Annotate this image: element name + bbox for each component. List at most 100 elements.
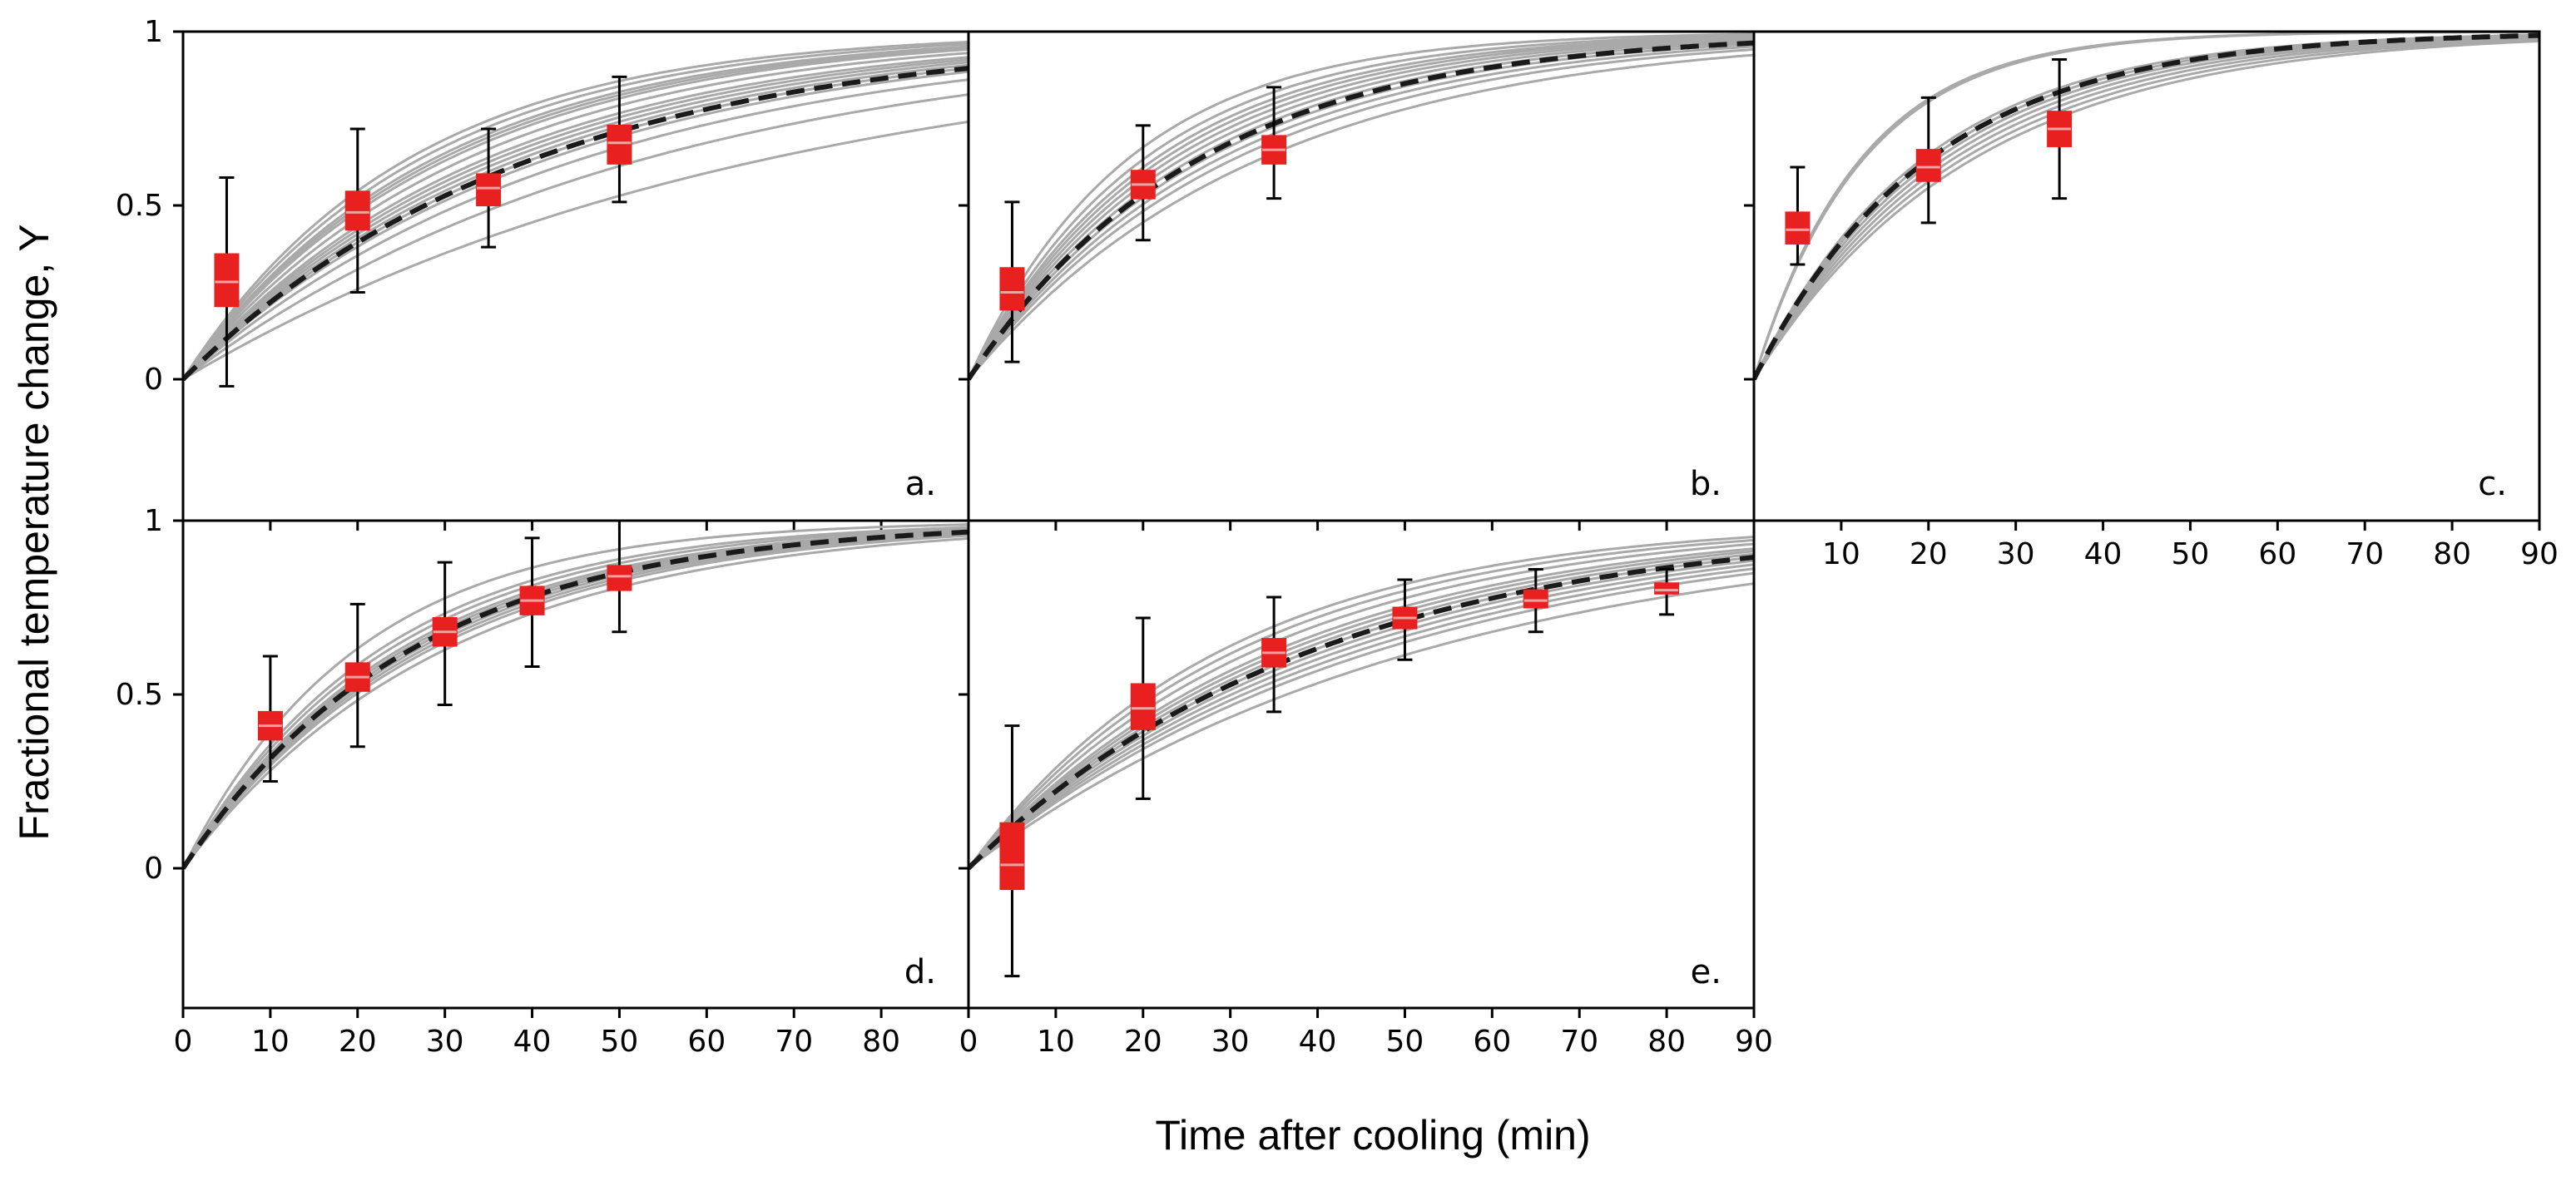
individual-fit-line xyxy=(968,53,1754,380)
individual-fit-line xyxy=(968,45,1754,380)
box-iqr xyxy=(214,253,240,308)
box-iqr xyxy=(999,267,1025,311)
mean-fit-line xyxy=(1754,32,2539,381)
y-tick-label: 0 xyxy=(144,363,163,397)
individual-fit-line xyxy=(968,38,1754,380)
panel-frame xyxy=(967,30,1756,522)
individual-fit-line xyxy=(968,542,1754,869)
x-tick-label: 80 xyxy=(1647,1025,1686,1059)
x-tick-label: 10 xyxy=(1037,1025,1075,1059)
panel-label: b. xyxy=(1690,465,1721,503)
box-iqr xyxy=(607,565,632,591)
x-tick-label: 0 xyxy=(959,1025,978,1059)
x-tick-label: 30 xyxy=(1997,537,2035,571)
x-tick-label: 50 xyxy=(601,1025,639,1059)
box-iqr xyxy=(476,173,502,207)
individual-fit-line xyxy=(183,56,968,380)
x-tick-label: 20 xyxy=(1124,1025,1162,1059)
x-axis-title: Time after cooling (min) xyxy=(1155,1112,1590,1159)
individual-fit-line xyxy=(968,552,1754,870)
y-tick-label: 1 xyxy=(144,504,163,538)
panel-b: b. xyxy=(959,30,1756,531)
x-tick-label: 50 xyxy=(1386,1025,1424,1059)
x-tick-label: 40 xyxy=(513,1025,552,1059)
individual-fit-line xyxy=(183,120,968,381)
individual-fit-line xyxy=(183,47,968,380)
panel-e: 0 10 20 30 40 50 60 70 80 90 e. xyxy=(959,519,1773,1059)
individual-fit-line xyxy=(183,527,968,869)
panel-a: 0 0.5 1 a. xyxy=(116,15,970,531)
individual-fit-line xyxy=(183,536,968,869)
box-iqr xyxy=(344,190,370,231)
individual-fit-line xyxy=(1754,35,2539,380)
x-tick-label: 30 xyxy=(1211,1025,1250,1059)
individual-fit-line xyxy=(183,61,968,381)
panel-label: a. xyxy=(905,465,936,503)
box-iqr xyxy=(1785,211,1811,245)
individual-fit-line xyxy=(183,532,968,869)
x-tick-label: 40 xyxy=(2084,537,2123,571)
box-iqr xyxy=(1654,582,1680,595)
y-tick-label: 1 xyxy=(144,15,163,49)
individual-fit-line xyxy=(968,567,1754,870)
individual-fit-line xyxy=(968,582,1754,870)
box-iqr xyxy=(607,124,632,165)
individual-fit-line xyxy=(968,547,1754,870)
box-iqr xyxy=(999,822,1025,891)
mean-fit-line xyxy=(968,555,1754,871)
individual-fit-line xyxy=(183,58,968,381)
mean-fit-line xyxy=(183,529,968,870)
x-tick-label: 70 xyxy=(1560,1025,1598,1059)
panel-label: e. xyxy=(1691,953,1721,991)
mean-fit-line xyxy=(968,40,1754,381)
x-tick-label: 70 xyxy=(2346,537,2384,571)
panel-label: d. xyxy=(904,953,936,991)
panel-label: c. xyxy=(2478,465,2507,503)
individual-fit-line xyxy=(183,41,968,380)
x-tick-label: 70 xyxy=(775,1025,813,1059)
individual-fit-line xyxy=(183,70,968,381)
x-tick-label: 80 xyxy=(862,1025,900,1059)
individual-fit-line xyxy=(968,539,1754,869)
individual-fit-line xyxy=(183,52,968,380)
individual-fit-line xyxy=(183,47,968,380)
individual-fit-line xyxy=(968,34,1754,380)
box-iqr xyxy=(1915,149,1941,182)
y-tick-label: 0 xyxy=(144,852,163,886)
x-tick-label: 50 xyxy=(2172,537,2210,571)
x-tick-label: 40 xyxy=(1299,1025,1337,1059)
box-iqr xyxy=(1130,683,1156,730)
x-tick-label: 60 xyxy=(1473,1025,1511,1059)
y-tick-label: 0.5 xyxy=(116,189,163,223)
panel-frame xyxy=(967,519,1756,1010)
x-tick-label: 80 xyxy=(2433,537,2471,571)
individual-fit-line xyxy=(1754,39,2539,380)
y-axis-title: Fractional temperature change, Y xyxy=(11,224,57,840)
x-tick-label: 90 xyxy=(2520,537,2559,571)
panel-c: 10 20 30 40 50 60 70 80 90 c. xyxy=(1744,30,2559,571)
individual-fit-line xyxy=(968,35,1754,380)
x-tick-label: 90 xyxy=(1735,1025,1773,1059)
individual-fit-line xyxy=(183,78,968,381)
mean-fit-line xyxy=(183,66,968,382)
panels-group: 00.51a. b.10 20 30 40 50 60 70 80 90c.00.510 10 20 3… xyxy=(116,15,2559,1059)
plot-area xyxy=(183,41,968,388)
individual-fit-line xyxy=(183,67,968,381)
x-tick-label: 20 xyxy=(339,1025,377,1059)
individual-fit-line xyxy=(968,571,1754,870)
x-tick-label: 60 xyxy=(687,1025,726,1059)
individual-fit-line xyxy=(183,42,968,380)
individual-fit-line xyxy=(183,528,968,869)
x-tick-label: 0 xyxy=(174,1025,193,1059)
x-tick-label: 10 xyxy=(251,1025,290,1059)
x-tick-label: 20 xyxy=(1910,537,1948,571)
panel-d: 00.510 10 20 30 40 50 60 70 80d. xyxy=(116,504,970,1059)
plot-area xyxy=(968,536,1754,978)
plot-area xyxy=(183,521,968,870)
individual-fit-line xyxy=(183,526,968,869)
individual-fit-line xyxy=(183,45,968,380)
individual-fit-line xyxy=(1754,37,2539,380)
x-tick-label: 30 xyxy=(426,1025,464,1059)
panel-frame xyxy=(1752,30,2541,522)
